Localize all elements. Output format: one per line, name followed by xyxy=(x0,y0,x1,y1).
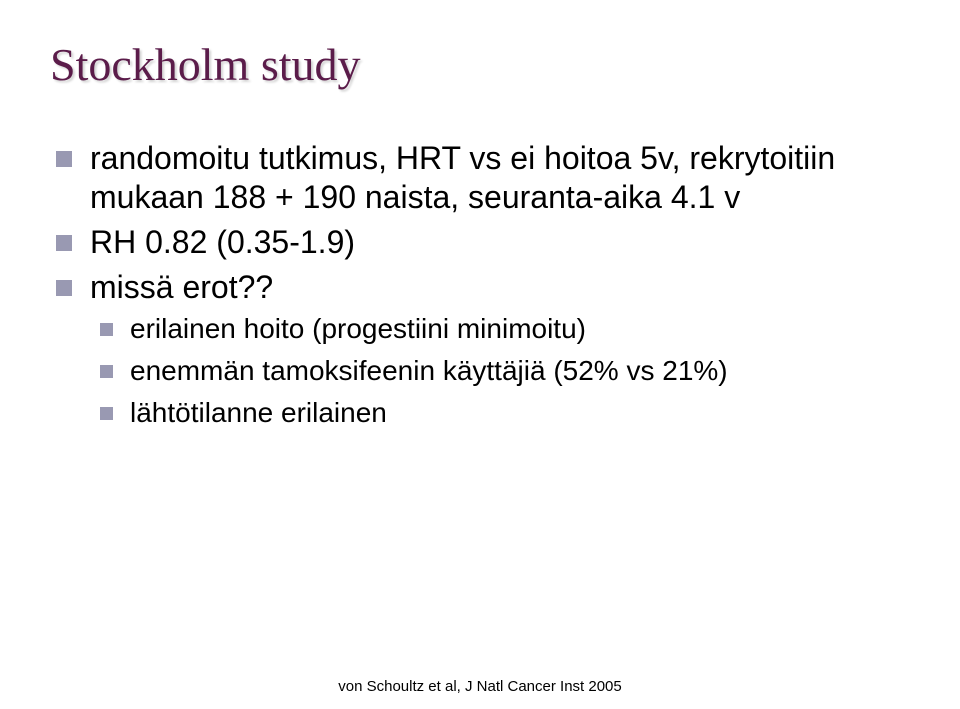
list-item: randomoitu tutkimus, HRT vs ei hoitoa 5v… xyxy=(50,139,910,217)
list-item: RH 0.82 (0.35-1.9) xyxy=(50,223,910,262)
bullet-list: randomoitu tutkimus, HRT vs ei hoitoa 5v… xyxy=(50,139,910,431)
list-item-text: erilainen hoito (progestiini minimoitu) xyxy=(130,313,586,344)
list-item-text: enemmän tamoksifeenin käyttäjiä (52% vs … xyxy=(130,355,728,386)
list-item: lähtötilanne erilainen xyxy=(90,395,910,431)
list-item-text: lähtötilanne erilainen xyxy=(130,397,387,428)
list-item-text: randomoitu tutkimus, HRT vs ei hoitoa 5v… xyxy=(90,140,835,215)
slide-title: Stockholm study xyxy=(50,38,910,91)
list-item: enemmän tamoksifeenin käyttäjiä (52% vs … xyxy=(90,353,910,389)
slide: Stockholm study randomoitu tutkimus, HRT… xyxy=(0,0,960,709)
list-item-text: RH 0.82 (0.35-1.9) xyxy=(90,224,355,260)
list-item: erilainen hoito (progestiini minimoitu) xyxy=(90,311,910,347)
list-item-text: missä erot?? xyxy=(90,269,273,305)
list-item: missä erot?? erilainen hoito (progestiin… xyxy=(50,268,910,431)
citation-text: von Schoultz et al, J Natl Cancer Inst 2… xyxy=(0,678,960,695)
sub-bullet-list: erilainen hoito (progestiini minimoitu) … xyxy=(90,311,910,430)
